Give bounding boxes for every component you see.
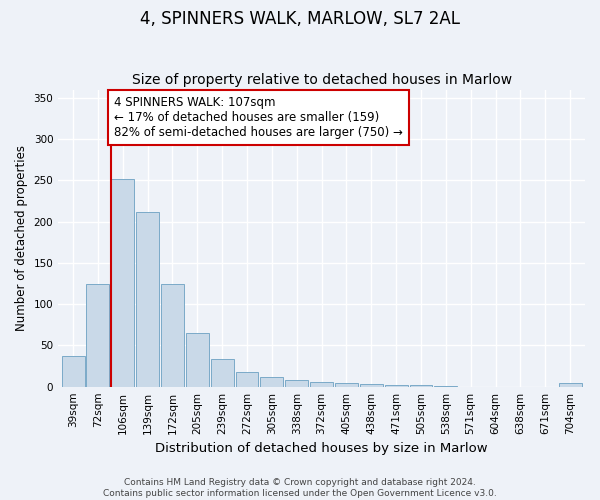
X-axis label: Distribution of detached houses by size in Marlow: Distribution of detached houses by size …: [155, 442, 488, 455]
Bar: [310, 382, 333, 386]
Bar: [236, 372, 259, 386]
Bar: [161, 284, 184, 387]
Bar: [286, 380, 308, 386]
Y-axis label: Number of detached properties: Number of detached properties: [15, 145, 28, 331]
Bar: [385, 385, 407, 386]
Text: 4, SPINNERS WALK, MARLOW, SL7 2AL: 4, SPINNERS WALK, MARLOW, SL7 2AL: [140, 10, 460, 28]
Bar: [360, 384, 383, 386]
Text: 4 SPINNERS WALK: 107sqm
← 17% of detached houses are smaller (159)
82% of semi-d: 4 SPINNERS WALK: 107sqm ← 17% of detache…: [114, 96, 403, 139]
Title: Size of property relative to detached houses in Marlow: Size of property relative to detached ho…: [131, 73, 512, 87]
Bar: [186, 333, 209, 386]
Text: Contains HM Land Registry data © Crown copyright and database right 2024.
Contai: Contains HM Land Registry data © Crown c…: [103, 478, 497, 498]
Bar: [260, 377, 283, 386]
Bar: [335, 384, 358, 386]
Bar: [62, 356, 85, 386]
Bar: [410, 385, 433, 386]
Bar: [559, 382, 581, 386]
Bar: [211, 360, 233, 386]
Bar: [112, 178, 134, 386]
Bar: [86, 284, 109, 387]
Bar: [136, 212, 159, 386]
